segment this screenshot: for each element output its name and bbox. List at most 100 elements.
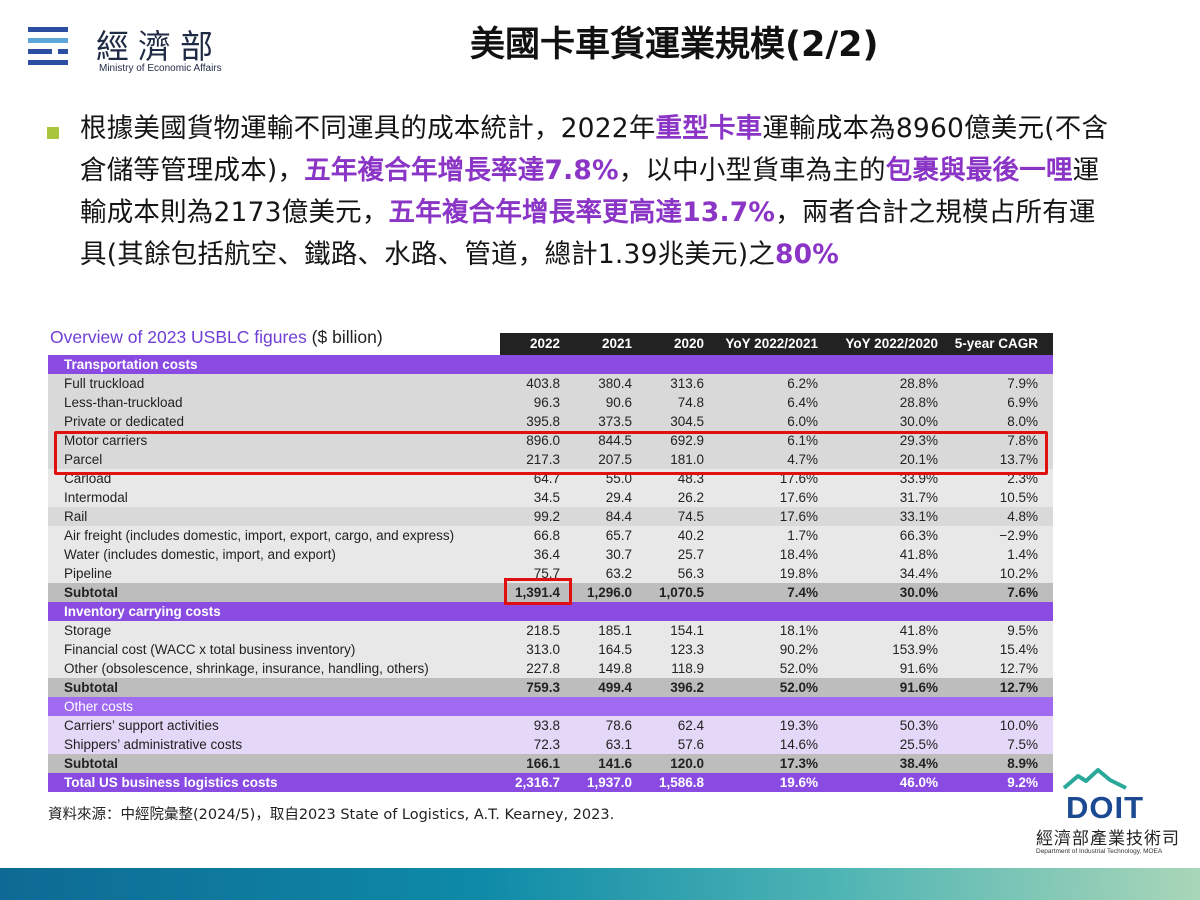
row-label: Less-than-truckload [64, 395, 183, 410]
table-cell: 66.8 [533, 528, 560, 543]
table-cell: 17.3% [779, 756, 818, 771]
row-label: Carriers’ support activities [64, 718, 219, 733]
table-cell: 19.6% [779, 775, 818, 790]
table-row: Total US business logistics costs 2,316.7… [48, 773, 1053, 792]
logistics-cost-table: Overview of 2023 USBLC figures ($ billio… [48, 327, 1053, 792]
table-cell: 7.9% [1007, 376, 1038, 391]
table-cell: 26.2 [677, 490, 704, 505]
table-cell: 38.4% [899, 756, 938, 771]
table-cell: 896.0 [526, 433, 560, 448]
paragraph-text: ，兩者合計之規模占所有運具(其餘包括航空、鐵路、水路、管道，總計1.39兆美元)… [80, 197, 1096, 270]
table-cell: 30.0% [899, 414, 938, 429]
table-cell: 29.4 [605, 490, 632, 505]
table-row: Carriers’ support activities 93.8 78.6 62.4… [48, 716, 1053, 735]
table-cell: 1.7% [787, 528, 818, 543]
table-cell: 313.0 [526, 642, 560, 657]
table-cell: 120.0 [670, 756, 704, 771]
column-header: 5-year CAGR [954, 336, 1038, 351]
table-cell: 141.6 [598, 756, 632, 771]
table-row: Pipeline 75.7 63.2 56.3 19.8% 34.4% 10.2% [48, 564, 1053, 583]
table-cell: 75.7 [533, 566, 560, 581]
column-header: 2021 [601, 336, 632, 351]
table-cell: 10.0% [999, 718, 1038, 733]
table-cell: 6.4% [787, 395, 818, 410]
table-cell: 395.8 [526, 414, 560, 429]
table-cell: −2.9% [999, 528, 1038, 543]
table-cell: 40.2 [677, 528, 704, 543]
table-cell: 63.1 [605, 737, 632, 752]
table-cell: 25.7 [677, 547, 704, 562]
table-cell: 4.8% [1007, 509, 1038, 524]
table-row: Subtotal 1,391.4 1,296.0 1,070.5 7.4% 30.0% 7.… [48, 583, 1053, 602]
moea-logo-icon [28, 27, 68, 67]
table-cell: 8.9% [1007, 756, 1038, 771]
highlight-text: 包裹與最後一哩 [885, 155, 1073, 186]
table-unit: ($ billion) [306, 327, 383, 347]
table-cell: 62.4 [677, 718, 704, 733]
row-label: Rail [64, 509, 88, 524]
doit-name-en: Department of Industrial Technology, MOE… [1036, 848, 1163, 855]
table-row: Air freight (includes domestic, import, … [48, 526, 1053, 545]
table-cell: 2,316.7 [514, 775, 560, 790]
column-header: YoY 2022/2021 [725, 336, 818, 351]
table-cell: 99.2 [533, 509, 560, 524]
table-cell: 7.6% [1007, 585, 1038, 600]
table-row: Motor carriers 896.0 844.5 692.9 6.1% 29.3% 7.… [48, 431, 1053, 450]
table-cell: 91.6% [899, 661, 938, 676]
table-cell: 41.8% [899, 623, 938, 638]
table-cell: 499.4 [598, 680, 632, 695]
row-label: Parcel [64, 452, 103, 467]
table-cell: 123.3 [670, 642, 704, 657]
mountain-icon [1062, 768, 1127, 790]
table-cell: 1,070.5 [658, 585, 704, 600]
row-label: Transportation costs [64, 357, 198, 372]
row-label: Air freight (includes domestic, import, … [64, 528, 455, 543]
paragraph-text: ，以中小型貨車為主的 [618, 155, 886, 186]
table-cell: 380.4 [598, 376, 632, 391]
table-row: Parcel 217.3 207.5 181.0 4.7% 20.1% 13.7% [48, 450, 1053, 469]
table-cell: 304.5 [670, 414, 704, 429]
row-label: Other (obsolescence, shrinkage, insuranc… [64, 661, 429, 676]
paragraph-text: 運輸成本為8960億美元(不含倉儲等管理成本)， [80, 113, 1109, 186]
row-label: Subtotal [64, 756, 118, 771]
table-cell: 50.3% [899, 718, 938, 733]
table-cell: 65.7 [605, 528, 632, 543]
table-cell: 9.2% [1007, 775, 1038, 790]
table-row: Intermodal 34.5 29.4 26.2 17.6% 31.7% 10.5% [48, 488, 1053, 507]
table-cell: 4.7% [787, 452, 818, 467]
table-cell: 313.6 [670, 376, 704, 391]
table-cell: 403.8 [526, 376, 560, 391]
table-cell: 10.2% [999, 566, 1038, 581]
row-label: Total US business logistics costs [64, 775, 278, 790]
table-row: Water (includes domestic, import, and ex… [48, 545, 1053, 564]
table-cell: 90.6 [605, 395, 632, 410]
table-cell: 759.3 [526, 680, 560, 695]
table-cell: 207.5 [598, 452, 632, 467]
table-cell: 9.5% [1007, 623, 1038, 638]
table-cell: 18.4% [779, 547, 818, 562]
table-cell: 74.8 [677, 395, 704, 410]
table-cell: 373.5 [598, 414, 632, 429]
table-cell: 6.9% [1007, 395, 1038, 410]
table-cell: 7.5% [1007, 737, 1038, 752]
table-cell: 6.0% [787, 414, 818, 429]
table-cell: 28.8% [899, 395, 938, 410]
table-cell: 118.9 [671, 661, 704, 676]
table-cell: 153.9% [892, 642, 938, 657]
row-label: Shippers’ administrative costs [64, 737, 243, 752]
table-cell: 12.7% [999, 680, 1038, 695]
doit-name-cn: 經濟部產業技術司 [1036, 829, 1180, 849]
table-row: Full truckload 403.8 380.4 313.6 6.2% 28.8% 7.… [48, 374, 1053, 393]
highlight-text: 重型卡車 [655, 113, 763, 144]
table-cell: 6.1% [787, 433, 818, 448]
row-label: Private or dedicated [64, 414, 185, 429]
paragraph-text: 運輸成本則為2173億美元， [80, 155, 1100, 228]
table-cell: 181.0 [670, 452, 704, 467]
table-cell: 7.4% [787, 585, 818, 600]
row-label: Subtotal [64, 585, 118, 600]
column-header: 2022 [529, 336, 560, 351]
highlight-box-subtotal [504, 578, 572, 605]
table-cell: 185.1 [598, 623, 632, 638]
table-cell: 396.2 [670, 680, 704, 695]
highlight-text: 五年複合年增長率更高達13.7% [388, 197, 776, 228]
